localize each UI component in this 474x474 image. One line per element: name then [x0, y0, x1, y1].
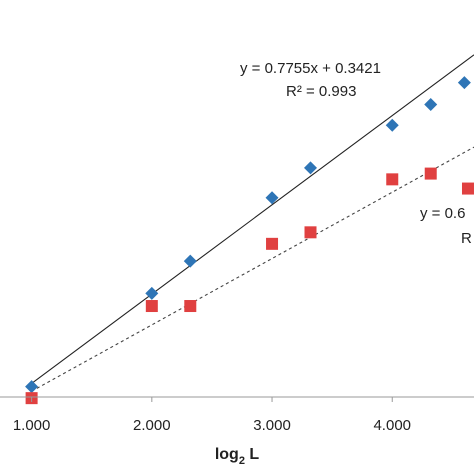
data-point-series-1	[457, 76, 471, 90]
data-point-series-2	[266, 237, 279, 250]
equation-series-1: y = 0.7755x + 0.3421	[240, 60, 381, 77]
x-axis-label: log2 L	[215, 446, 260, 467]
data-point-series-2	[424, 167, 437, 180]
trendline-series-2	[31, 146, 474, 392]
data-point-series-1	[265, 191, 279, 205]
x-tick-label: 2.000	[133, 417, 171, 434]
x-axis-ticks: 1.000 2.000 3.000 4.000	[13, 397, 411, 434]
data-point-series-2	[461, 182, 474, 195]
r-squared-series-1: R² = 0.993	[286, 83, 356, 100]
trendline-series-1	[31, 54, 474, 384]
data-points	[25, 76, 474, 405]
trendlines	[31, 54, 474, 392]
data-point-series-1	[385, 118, 399, 132]
x-axis-label-main: log	[215, 446, 239, 463]
data-point-series-1	[424, 97, 438, 111]
x-tick-label: 3.000	[253, 417, 291, 434]
r-squared-series-2: R	[461, 230, 472, 247]
equation-series-2: y = 0.6	[420, 205, 465, 222]
x-axis-label-subscript: 2	[239, 455, 245, 467]
data-point-series-1	[25, 380, 39, 394]
data-point-series-2	[304, 226, 317, 239]
data-point-series-1	[304, 161, 318, 175]
data-point-series-2	[386, 173, 399, 186]
x-axis-label-tail: L	[245, 446, 259, 463]
data-point-series-2	[145, 300, 158, 313]
data-point-series-1	[183, 254, 197, 268]
x-tick-label: 1.000	[13, 417, 51, 434]
data-point-series-2	[184, 300, 197, 313]
data-point-series-1	[145, 286, 159, 300]
x-tick-label: 4.000	[373, 417, 411, 434]
